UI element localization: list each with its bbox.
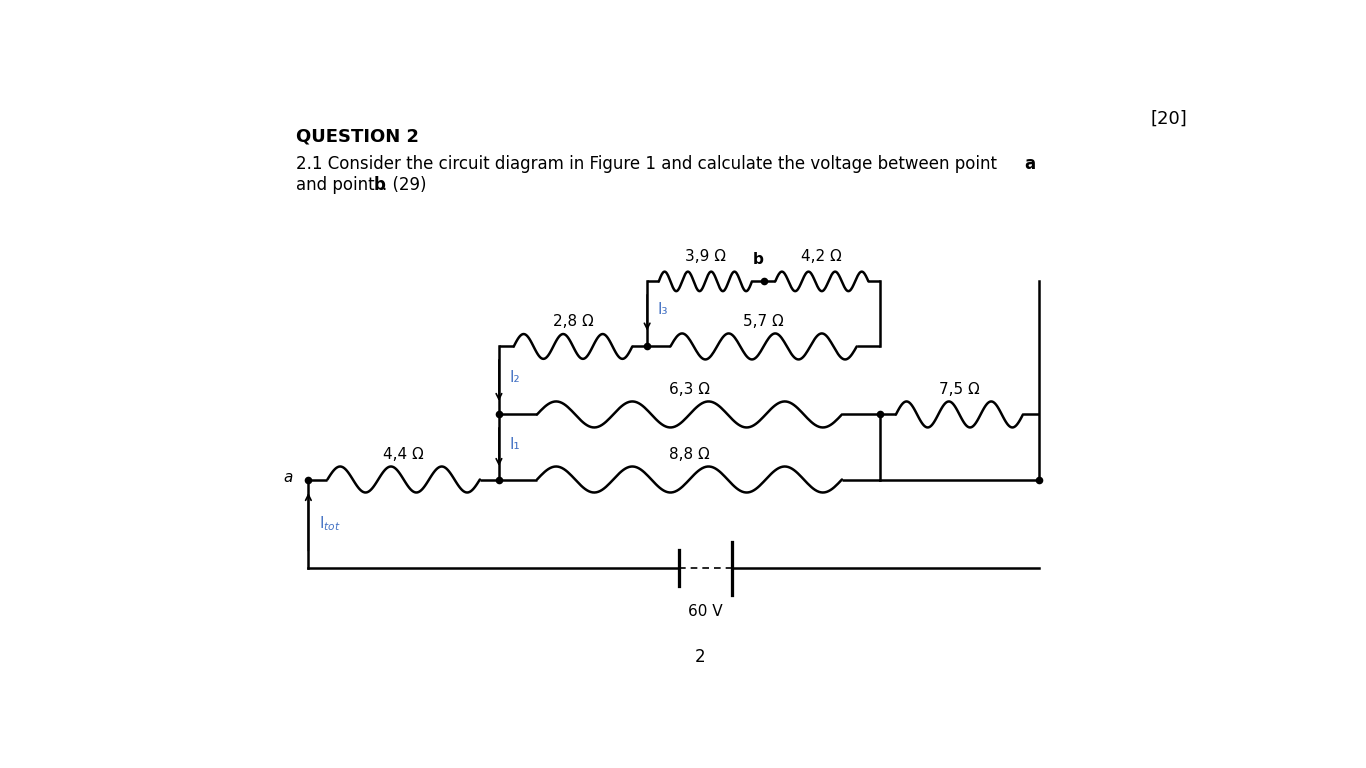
Text: b: b xyxy=(373,176,385,194)
Text: . (29): . (29) xyxy=(382,176,426,194)
Text: I₁: I₁ xyxy=(510,436,520,452)
Text: I₂: I₂ xyxy=(510,370,520,385)
Text: 3,9 Ω: 3,9 Ω xyxy=(684,249,725,263)
Text: QUESTION 2: QUESTION 2 xyxy=(295,127,418,146)
Text: 7,5 Ω: 7,5 Ω xyxy=(938,382,979,397)
Text: 2: 2 xyxy=(695,647,705,666)
Text: 5,7 Ω: 5,7 Ω xyxy=(743,313,784,329)
Text: a: a xyxy=(1024,155,1035,174)
Text: 4,4 Ω: 4,4 Ω xyxy=(384,447,423,462)
Text: I$_{tot}$: I$_{tot}$ xyxy=(320,515,342,533)
Text: a: a xyxy=(283,470,292,485)
Text: 2.1 Consider the circuit diagram in Figure 1 and calculate the voltage between p: 2.1 Consider the circuit diagram in Figu… xyxy=(295,155,1001,174)
Text: 8,8 Ω: 8,8 Ω xyxy=(669,447,710,462)
Text: I₃: I₃ xyxy=(658,302,668,316)
Text: 2,8 Ω: 2,8 Ω xyxy=(553,313,593,329)
Text: and point: and point xyxy=(295,176,380,194)
Text: b: b xyxy=(753,252,764,266)
Text: [20]: [20] xyxy=(1150,110,1187,128)
Text: 6,3 Ω: 6,3 Ω xyxy=(669,382,710,397)
Text: 60 V: 60 V xyxy=(688,604,723,619)
Text: 4,2 Ω: 4,2 Ω xyxy=(802,249,843,263)
